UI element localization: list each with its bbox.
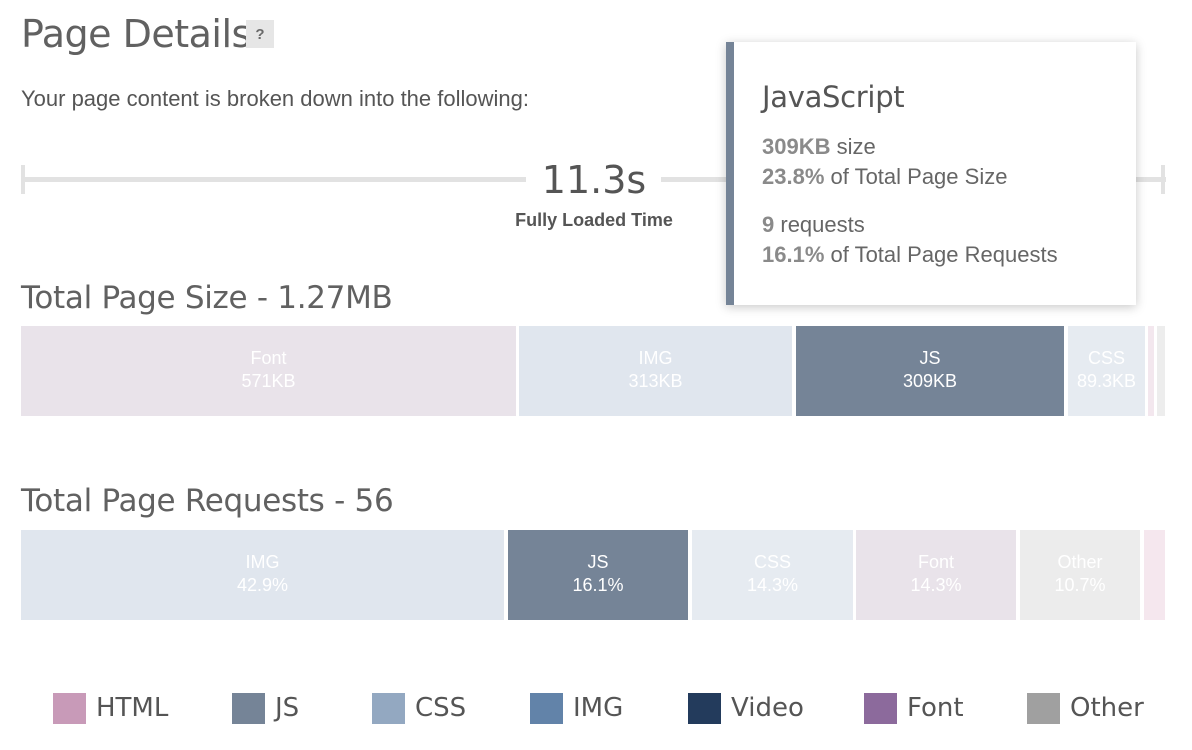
segment-value: 313KB — [628, 371, 683, 391]
segment-value: 571KB — [241, 371, 296, 391]
requests-segment-other[interactable]: Other 10.7% — [1020, 530, 1140, 620]
fully-loaded-time-value: 11.3s — [541, 158, 647, 202]
legend-label: IMG — [573, 693, 624, 723]
tooltip-requests-value: 9 — [762, 212, 775, 237]
tooltip-size-value: 309KB — [762, 134, 831, 159]
legend-swatch — [864, 692, 897, 724]
segment-value: 16.1% — [572, 575, 624, 595]
legend-swatch — [688, 692, 721, 724]
legend-item-html: HTML — [53, 692, 168, 724]
tooltip-size-pct-line: 23.8% of Total Page Size — [762, 164, 1007, 190]
tooltip-requests-text: requests — [774, 212, 865, 237]
size-segment-js[interactable]: JS 309KB — [796, 326, 1064, 416]
legend-label: JS — [275, 693, 300, 723]
legend-label: Font — [907, 693, 964, 723]
segment-value: 89.3KB — [1076, 371, 1137, 391]
requests-segment-css[interactable]: CSS 14.3% — [692, 530, 853, 620]
segment-label: Other — [1057, 552, 1103, 572]
segment-label: IMG — [245, 552, 280, 572]
segment-label: CSS — [1087, 348, 1125, 368]
tooltip-requests-pct-line: 16.1% of Total Page Requests — [762, 242, 1058, 268]
total-page-size-title: Total Page Size - 1.27MB — [21, 280, 393, 316]
segment-value: 14.3% — [746, 575, 799, 595]
size-segment-css[interactable]: CSS 89.3KB — [1068, 326, 1145, 416]
legend-label: Video — [731, 693, 804, 723]
page-title: Page Details — [21, 12, 251, 56]
legend-item-js: JS — [232, 692, 299, 724]
legend-swatch — [530, 692, 563, 724]
legend-swatch — [53, 692, 86, 724]
legend-label: HTML — [96, 693, 169, 723]
size-segment-html[interactable] — [1148, 326, 1154, 416]
timeline-end-tick — [1161, 165, 1165, 194]
tooltip-requests-pct: 16.1% — [762, 242, 825, 267]
help-button[interactable]: ? — [246, 20, 274, 48]
size-segment-other[interactable] — [1157, 326, 1165, 416]
requests-segment-img[interactable]: IMG 42.9% — [21, 530, 504, 620]
legend-swatch — [1027, 692, 1060, 724]
legend-label: Other — [1070, 693, 1144, 723]
segment-value: 42.9% — [236, 575, 289, 595]
tooltip-size-line: 309KB size — [762, 134, 876, 160]
segment-value: 14.3% — [910, 575, 962, 595]
segment-label: Font — [250, 348, 287, 368]
size-segment-font[interactable]: Font 571KB — [21, 326, 516, 416]
legend-swatch — [232, 692, 265, 724]
segment-tooltip: JavaScript 309KB size 23.8% of Total Pag… — [726, 42, 1136, 305]
legend-item-css: CSS — [372, 692, 466, 724]
requests-segment-html[interactable] — [1144, 530, 1165, 620]
fully-loaded-time-label: Fully Loaded Time — [515, 210, 673, 230]
tooltip-size-pct-text: of Total Page Size — [824, 164, 1008, 189]
segment-label: JS — [919, 348, 941, 368]
segment-label: IMG — [638, 348, 673, 368]
size-segment-img[interactable]: IMG 313KB — [519, 326, 792, 416]
segment-label: CSS — [753, 552, 791, 572]
tooltip-size-pct: 23.8% — [762, 164, 825, 189]
legend-item-font: Font — [864, 692, 964, 724]
tooltip-size-text: size — [830, 134, 876, 159]
segment-value: 309KB — [902, 371, 958, 391]
timeline-bar-left — [21, 177, 526, 182]
page-size-bar: Font 571KB IMG 313KB JS 309KB CSS 89.3KB — [21, 326, 1165, 416]
tooltip-title: JavaScript — [762, 80, 905, 114]
tooltip-requests-pct-text: of Total Page Requests — [824, 242, 1058, 267]
legend-item-other: Other — [1027, 692, 1144, 724]
segment-value: 10.7% — [1054, 575, 1106, 595]
page-requests-bar: IMG 42.9% JS 16.1% CSS 14.3% Font 14.3% … — [21, 530, 1165, 620]
requests-segment-js[interactable]: JS 16.1% — [508, 530, 688, 620]
legend-item-video: Video — [688, 692, 804, 724]
legend-item-img: IMG — [530, 692, 623, 724]
requests-segment-font[interactable]: Font 14.3% — [856, 530, 1016, 620]
page-subtitle: Your page content is broken down into th… — [21, 86, 529, 111]
legend-swatch — [372, 692, 405, 724]
segment-label: Font — [917, 552, 955, 572]
tooltip-requests-line: 9 requests — [762, 212, 865, 238]
segment-label: JS — [587, 552, 609, 572]
legend-label: CSS — [415, 693, 467, 723]
total-page-requests-title: Total Page Requests - 56 — [21, 483, 394, 519]
